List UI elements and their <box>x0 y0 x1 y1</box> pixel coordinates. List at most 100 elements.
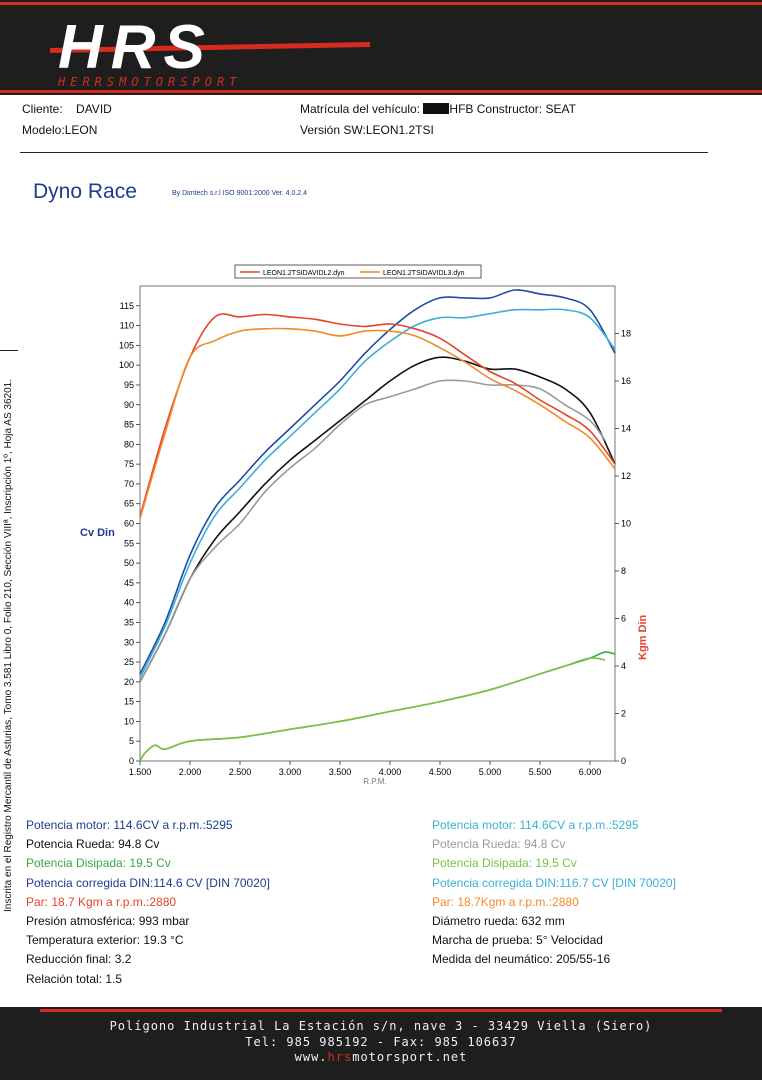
y-right-tick-label: 8 <box>621 566 626 576</box>
version-label: Versión SW: <box>300 123 366 137</box>
version-row: Versión SW:LEON1.2TSI <box>300 123 434 137</box>
x-tick-label: 4.000 <box>379 767 402 777</box>
x-tick-label: 3.000 <box>279 767 302 777</box>
report-subtitle: By Dimtech s.r.l ISO 9001:2000 Ver. 4.0.… <box>172 190 308 197</box>
y-left-tick-label: 25 <box>124 657 134 667</box>
y-left-tick-label: 90 <box>124 400 134 410</box>
y-right-tick-label: 12 <box>621 471 631 481</box>
x-tick-label: 5.000 <box>479 767 502 777</box>
legend-box <box>234 264 482 279</box>
stat-right-3: Potencia Disipada: 19.5 Cv <box>432 856 577 871</box>
redacted-plate <box>423 103 450 114</box>
y-left-tick-label: 0 <box>129 756 134 766</box>
x-tick-label: 1.500 <box>129 767 152 777</box>
x-tick-label: 5.500 <box>529 767 552 777</box>
chart-axes: 1.500 2.000 2.500 3.000 3.500 4.000 4.500 5.000… <box>119 301 631 777</box>
header-banner: HRS HERRSMOTORSPORT <box>0 0 762 95</box>
chart-series <box>139 289 616 762</box>
constructor-value: SEAT <box>545 102 576 116</box>
y-right-tick-label: 0 <box>621 756 626 766</box>
footer-banner: Polígono Industrial La Estación s/n, nav… <box>0 1007 762 1080</box>
stat-right-6: Diámetro rueda: 632 mm <box>432 914 565 928</box>
modelo-value: LEON <box>64 123 98 137</box>
y-left-tick-label: 20 <box>124 677 134 687</box>
stat-left-4: Potencia corregida DIN:114.6 CV [DIN 700… <box>26 875 270 890</box>
footer-web[interactable]: www.hrsmotorsport.net <box>0 1050 762 1064</box>
matricula-label: Matrícula del vehículo: <box>300 102 421 116</box>
y-left-tick-label: 110 <box>120 321 134 331</box>
y-left-tick-label: 35 <box>124 617 134 627</box>
y-right-tick-label: 10 <box>621 519 631 529</box>
web-prefix: www. <box>294 1050 328 1064</box>
y-right-tick-label: 6 <box>621 614 626 624</box>
series-line-1 <box>139 289 616 675</box>
stat-left-8: Reducción final: 3.2 <box>26 952 132 967</box>
y-axis-right-label: Kgm Din <box>637 615 649 661</box>
chart-legend: LEON1.2TSIDAVIDL2.dyn LEON1.2TSIDAVIDL3.… <box>234 264 482 279</box>
registry-note: Inscrita en el Registro Mercantil de Ast… <box>3 378 14 912</box>
x-tick-label: 6.000 <box>579 767 602 777</box>
series-line-8 <box>139 657 606 762</box>
svg-text:HRS: HRS <box>58 13 213 82</box>
x-tick-label: 2.500 <box>229 767 252 777</box>
plot-area <box>139 285 616 762</box>
y-left-tick-label: 100 <box>119 360 134 370</box>
y-left-tick-label: 15 <box>124 697 134 707</box>
y-left-tick-label: 105 <box>119 340 134 350</box>
y-left-tick-label: 50 <box>124 558 134 568</box>
svg-text:HERRSMOTORSPORT: HERRSMOTORSPORT <box>57 75 241 89</box>
stat-left-2: Potencia Rueda: 94.8 Cv <box>26 837 160 852</box>
series-line-5 <box>139 313 616 517</box>
stat-right-5: Par: 18.7Kgm a r.p.m.:2880 <box>432 894 579 909</box>
stat-left-9: Relación total: 1.5 <box>26 971 123 986</box>
y-right-tick-label: 14 <box>621 424 631 434</box>
header-top-stripe <box>0 2 762 5</box>
y-left-tick-label: 45 <box>124 578 134 588</box>
stat-right-2: Potencia Rueda: 94.8 Cv <box>432 837 566 852</box>
x-tick-label: 3.500 <box>329 767 352 777</box>
legend-entry-2: LEON1.2TSIDAVIDL3.dyn <box>383 270 465 277</box>
web-brand: hrs <box>327 1050 353 1064</box>
stat-left-7: Temperatura exterior: 19.3 °C <box>26 933 184 948</box>
stat-left-1: Potencia motor: 114.6CV a r.p.m.:5295 <box>26 818 233 832</box>
x-axis-label: R.P.M. <box>363 777 386 786</box>
stat-right-8: Medida del neumático: 205/55-16 <box>432 952 611 967</box>
y-left-tick-label: 75 <box>124 459 134 469</box>
y-left-tick-label: 65 <box>124 499 134 509</box>
y-right-tick-label: 2 <box>621 709 626 719</box>
series-line-3 <box>139 356 616 683</box>
y-left-tick-label: 5 <box>129 736 134 746</box>
modelo-label: Modelo: <box>22 123 65 137</box>
web-suffix: motorsport.net <box>352 1050 468 1064</box>
stat-right-7: Marcha de prueba: 5° Velocidad <box>432 933 603 948</box>
y-right-tick-label: 18 <box>621 329 631 339</box>
y-right-tick-label: 4 <box>621 661 626 671</box>
y-left-tick-label: 10 <box>124 716 134 726</box>
version-value: LEON1.2TSI <box>365 123 434 137</box>
modelo-row: Modelo:LEON <box>22 123 97 137</box>
y-left-tick-label: 30 <box>124 637 134 647</box>
stat-left-3: Potencia Disipada: 19.5 Cv <box>26 856 171 871</box>
y-left-tick-label: 60 <box>124 519 134 529</box>
cliente-row: Cliente: DAVID <box>22 102 112 116</box>
series-line-2 <box>139 308 616 679</box>
constructor-label: Constructor: <box>476 102 543 116</box>
legend-entry-1: LEON1.2TSIDAVIDL2.dyn <box>263 270 345 277</box>
report-title: Dyno Race <box>33 180 137 203</box>
dyno-chart: LEON1.2TSIDAVIDL2.dyn LEON1.2TSIDAVIDL3.… <box>80 264 649 786</box>
stat-left-5: Par: 18.7 Kgm a r.p.m.:2880 <box>26 894 177 909</box>
y-right-tick-label: 16 <box>621 376 631 386</box>
stat-right-1: Potencia motor: 114.6CV a r.p.m.:5295 <box>432 818 639 832</box>
stat-right-4: Potencia corregida DIN:116.7 CV [DIN 700… <box>432 875 676 890</box>
y-left-tick-label: 55 <box>124 538 134 548</box>
y-left-tick-label: 70 <box>124 479 134 489</box>
y-left-tick-label: 115 <box>120 301 134 311</box>
x-tick-label: 2.000 <box>179 767 202 777</box>
hrs-logo: HRS HERRSMOTORSPORT <box>50 13 370 89</box>
y-left-tick-label: 95 <box>124 380 134 390</box>
y-left-tick-label: 85 <box>124 420 134 430</box>
side-mark <box>0 350 18 351</box>
divider <box>20 152 708 153</box>
y-left-tick-label: 80 <box>124 439 134 449</box>
footer-stripe <box>40 1009 722 1012</box>
